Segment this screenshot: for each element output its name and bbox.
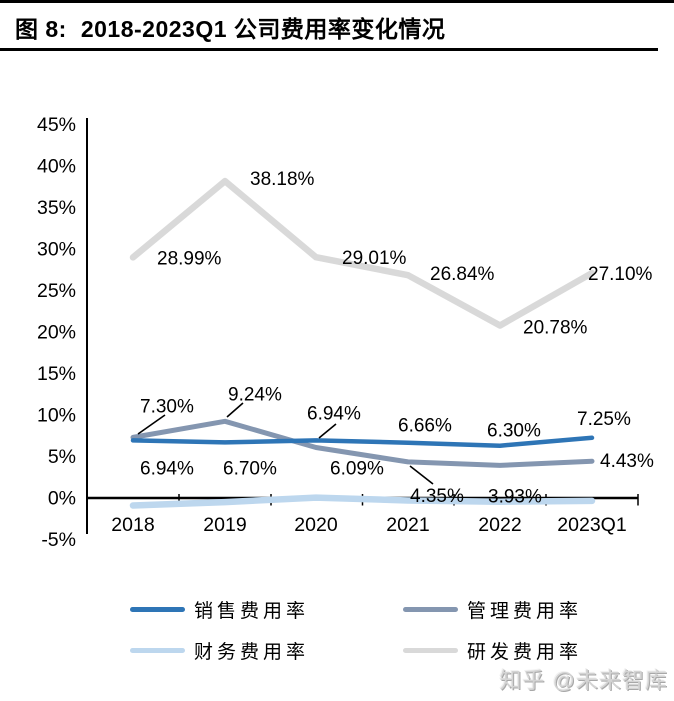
- data-label: 28.99%: [157, 248, 222, 269]
- x-tick-label: 2019: [203, 514, 246, 536]
- legend-item-sales: 销售费用率: [130, 596, 403, 623]
- y-tick-label: 30%: [37, 239, 76, 261]
- management-expense-line: [130, 418, 595, 468]
- y-tick-label: 35%: [37, 197, 76, 219]
- data-label: 7.25%: [577, 409, 631, 430]
- legend-label-finance: 财务费用率: [194, 642, 310, 663]
- figure-title: 图 8: 2018-2023Q1 公司费用率变化情况: [15, 10, 665, 44]
- chart-legend: 销售费用率 管理费用率 财务费用率 研发费用率: [130, 596, 600, 664]
- data-label-leader-line: [318, 423, 337, 439]
- legend-item-management: 管理费用率: [403, 596, 600, 623]
- legend-label-sales: 销售费用率: [194, 601, 310, 622]
- sales-expense-line: [130, 435, 595, 448]
- x-tick-label: 2020: [294, 514, 338, 536]
- x-tick-label: 2023Q1: [557, 514, 626, 536]
- top-rule: [0, 0, 674, 3]
- data-label: 6.94%: [140, 458, 194, 479]
- data-label: 6.70%: [223, 458, 277, 479]
- y-tick-label: -5%: [41, 529, 76, 551]
- figure-label: 图 8:: [15, 16, 67, 42]
- data-label: 6.30%: [487, 421, 541, 442]
- data-label: 3.93%: [488, 486, 542, 507]
- legend-item-finance: 财务费用率: [130, 637, 403, 664]
- legend-label-management: 管理费用率: [467, 601, 583, 622]
- legend-label-rnd: 研发费用率: [467, 642, 583, 663]
- data-label: 6.66%: [398, 416, 452, 437]
- figure-title-text: 2018-2023Q1 公司费用率变化情况: [80, 16, 446, 42]
- watermark: 知乎 @未来智库: [499, 668, 668, 693]
- legend-item-rnd: 研发费用率: [403, 637, 600, 664]
- x-tick-label: 2018: [111, 514, 154, 536]
- x-tick-label: 2021: [386, 514, 429, 536]
- rnd-expense-line: [129, 177, 596, 329]
- y-tick-label: 25%: [37, 280, 76, 302]
- management-line-swatch-icon: [403, 607, 458, 612]
- data-label: 7.30%: [140, 396, 194, 417]
- y-tick-label: 20%: [37, 322, 76, 344]
- data-label: 4.35%: [410, 486, 464, 507]
- data-label: 4.43%: [600, 451, 654, 472]
- data-label-leader-line: [137, 414, 166, 435]
- rnd-line-swatch-icon: [403, 648, 458, 653]
- data-label: 20.78%: [523, 318, 588, 339]
- y-tick-label: 10%: [37, 405, 76, 427]
- finance-expense-line: [129, 494, 596, 509]
- data-label: 9.24%: [228, 384, 282, 405]
- data-label-leader-line: [226, 402, 244, 418]
- data-label: 27.10%: [588, 264, 653, 285]
- title-underline: [0, 48, 658, 51]
- x-tick-label: 2022: [478, 514, 521, 536]
- y-tick-label: 15%: [37, 363, 76, 385]
- data-label-leader-line: [409, 465, 434, 485]
- data-label: 26.84%: [430, 264, 495, 285]
- y-tick-label: 45%: [37, 114, 76, 136]
- y-tick-label: 0%: [48, 488, 76, 510]
- y-tick-label: 5%: [48, 446, 76, 468]
- data-label: 6.94%: [307, 403, 361, 424]
- y-tick-label: 40%: [37, 156, 76, 178]
- sales-line-swatch-icon: [130, 607, 185, 612]
- data-label: 29.01%: [342, 248, 407, 269]
- data-label: 6.09%: [330, 458, 384, 479]
- data-label: 38.18%: [250, 169, 315, 190]
- finance-line-swatch-icon: [130, 648, 185, 653]
